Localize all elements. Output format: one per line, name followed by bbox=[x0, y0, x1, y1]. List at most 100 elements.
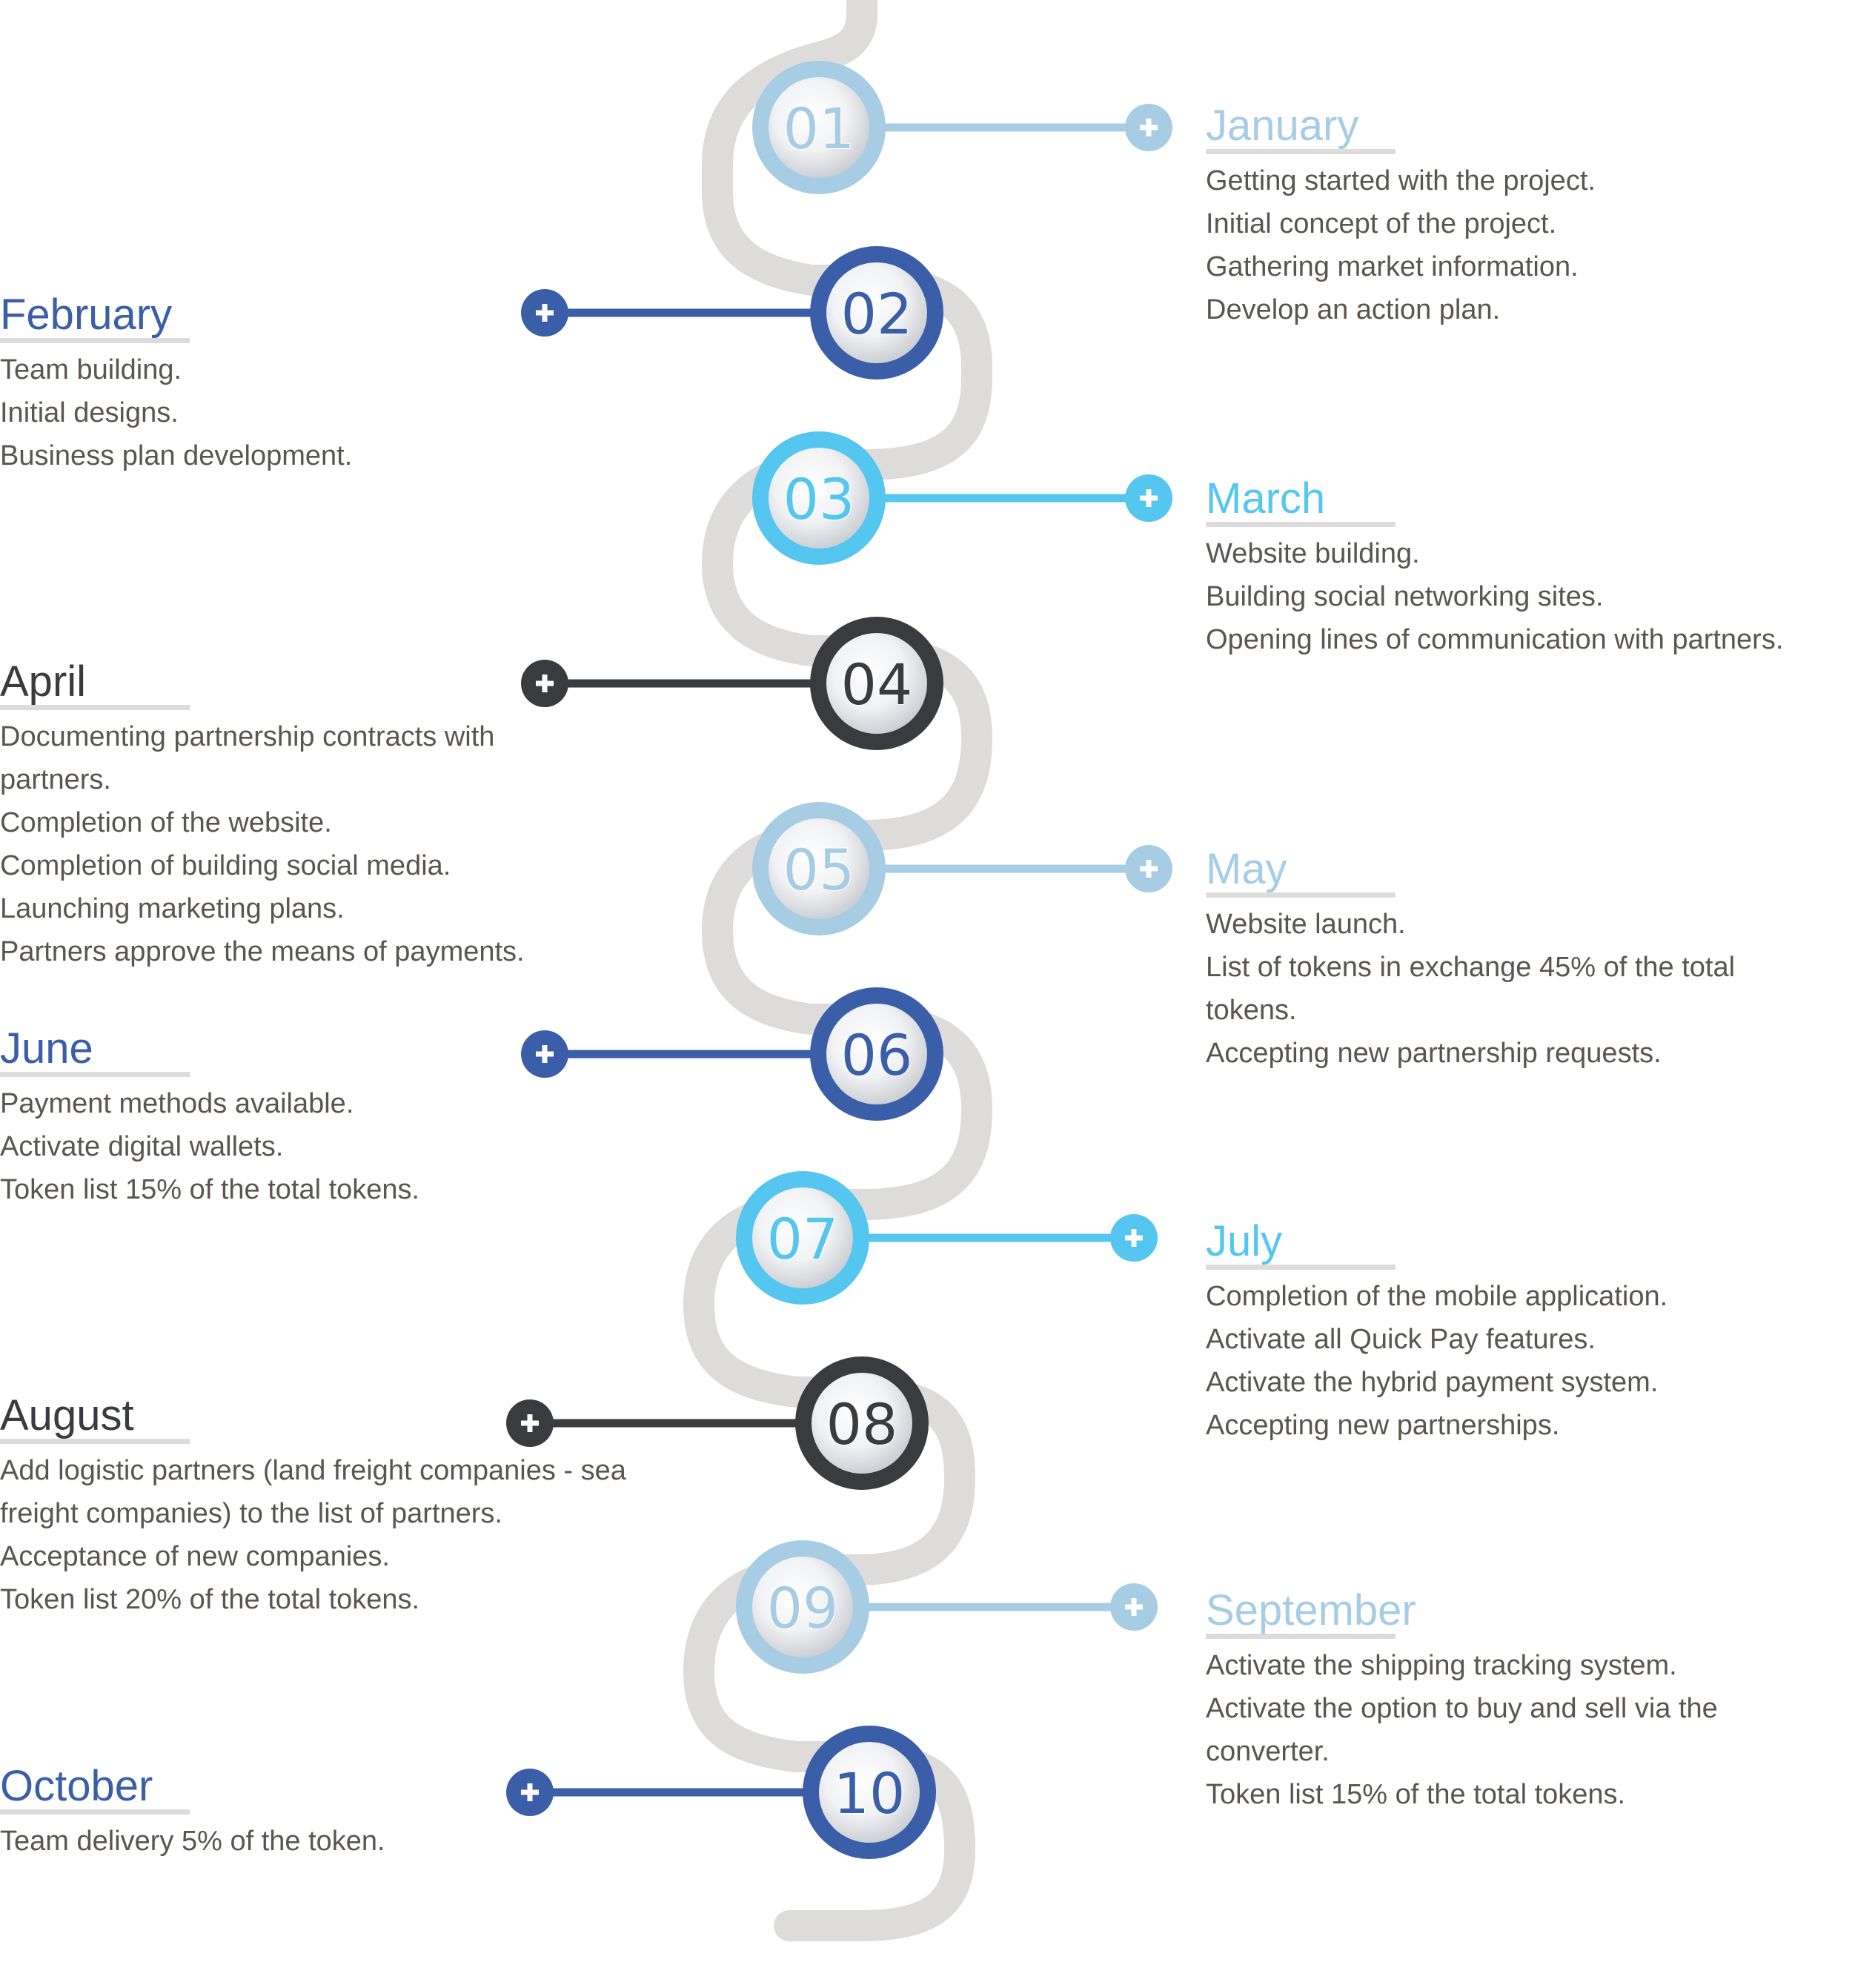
step-number-badge: 03 bbox=[752, 431, 886, 565]
month-title: June bbox=[0, 1024, 93, 1073]
plus-icon[interactable] bbox=[1110, 1583, 1158, 1631]
milestone-01: 01 bbox=[752, 61, 1172, 194]
winding-timeline-path bbox=[683, 0, 992, 1941]
milestone-description-list: Team delivery 5% of the token. bbox=[0, 1820, 563, 1863]
milestone-08: 08 bbox=[506, 1356, 929, 1490]
month-title: May bbox=[1206, 845, 1287, 893]
step-number-badge: 10 bbox=[803, 1726, 936, 1859]
milestone-description-list: Team building. Initial designs. Business p… bbox=[0, 348, 563, 477]
milestone-description-list: Completion of the mobile application. Act… bbox=[1206, 1275, 1828, 1447]
month-underline bbox=[0, 705, 190, 710]
step-number-badge: 01 bbox=[752, 61, 886, 194]
month-underline bbox=[1206, 892, 1396, 898]
milestone-05: 05 bbox=[752, 802, 1172, 935]
plus-icon[interactable] bbox=[1125, 845, 1172, 892]
description-line: Activate the option to buy and sell via … bbox=[1206, 1693, 1718, 1767]
description-line: Activate the shipping tracking system. bbox=[1206, 1650, 1677, 1681]
description-line: Activate the hybrid payment system. bbox=[1206, 1367, 1659, 1398]
month-underline bbox=[0, 1072, 190, 1077]
description-line: Accepting new partnership requests. bbox=[1206, 1038, 1662, 1069]
plus-icon[interactable] bbox=[1125, 474, 1172, 522]
description-line: Partners approve the means of payments. bbox=[0, 936, 525, 967]
step-number: 08 bbox=[826, 1391, 898, 1457]
description-line: Activate digital wallets. bbox=[0, 1131, 284, 1162]
month-underline bbox=[0, 338, 190, 343]
description-line: Token list 20% of the total tokens. bbox=[0, 1584, 420, 1615]
description-line: Token list 15% of the total tokens. bbox=[1206, 1779, 1626, 1810]
plus-icon[interactable] bbox=[521, 1030, 568, 1078]
step-number-badge: 04 bbox=[810, 617, 943, 750]
month-title: April bbox=[0, 657, 87, 706]
description-line: Launching marketing plans. bbox=[0, 893, 345, 924]
description-line: Develop an action plan. bbox=[1206, 294, 1501, 325]
step-number-badge: 09 bbox=[736, 1540, 869, 1674]
description-line: Building social networking sites. bbox=[1206, 581, 1604, 612]
month-title: March bbox=[1206, 474, 1326, 523]
plus-icon[interactable] bbox=[506, 1769, 554, 1816]
description-line: Gathering market information. bbox=[1206, 251, 1579, 282]
description-line: Team delivery 5% of the token. bbox=[0, 1826, 385, 1857]
description-line: Completion of building social media. bbox=[0, 850, 451, 881]
step-number: 04 bbox=[841, 652, 913, 718]
milestone-description-list: Activate the shipping tracking system. Ac… bbox=[1206, 1644, 1784, 1816]
month-title: October bbox=[0, 1762, 153, 1810]
description-line: Completion of the mobile application. bbox=[1206, 1281, 1668, 1312]
step-number-badge: 07 bbox=[736, 1171, 869, 1305]
description-line: Business plan development. bbox=[0, 440, 353, 471]
plus-icon[interactable] bbox=[521, 289, 568, 337]
step-number: 02 bbox=[841, 281, 913, 347]
step-number: 10 bbox=[834, 1760, 906, 1826]
description-line: Initial concept of the project. bbox=[1206, 208, 1557, 239]
step-number-badge: 06 bbox=[810, 987, 943, 1121]
description-line: Payment methods available. bbox=[0, 1088, 354, 1119]
milestone-04: 04 bbox=[521, 617, 943, 750]
month-underline bbox=[1206, 1634, 1396, 1639]
step-number-badge: 08 bbox=[795, 1356, 929, 1490]
milestone-10: 10 bbox=[506, 1726, 936, 1859]
step-number: 05 bbox=[783, 837, 855, 903]
step-number: 01 bbox=[783, 96, 855, 162]
description-line: Completion of the website. bbox=[0, 807, 332, 838]
description-line: Initial designs. bbox=[0, 397, 179, 428]
description-line: Token list 15% of the total tokens. bbox=[0, 1174, 420, 1205]
description-line: Add logistic partners (land freight comp… bbox=[0, 1455, 626, 1529]
month-title: January bbox=[1206, 102, 1359, 150]
milestone-07: 07 bbox=[736, 1171, 1158, 1305]
description-line: Accepting new partnerships. bbox=[1206, 1410, 1560, 1441]
description-line: Opening lines of communication with part… bbox=[1206, 624, 1784, 655]
milestone-description-list: Website building. Building social network… bbox=[1206, 532, 1843, 661]
description-line: Getting started with the project. bbox=[1206, 165, 1596, 196]
milestone-02: 02 bbox=[521, 246, 943, 380]
plus-icon[interactable] bbox=[1110, 1214, 1158, 1262]
description-line: Documenting partnership contracts with p… bbox=[0, 721, 495, 795]
description-line: Acceptance of new companies. bbox=[0, 1541, 390, 1572]
description-line: Team building. bbox=[0, 354, 182, 385]
step-number: 07 bbox=[767, 1206, 839, 1272]
description-line: Activate all Quick Pay features. bbox=[1206, 1324, 1596, 1355]
description-line: Website launch. bbox=[1206, 909, 1406, 940]
step-number: 06 bbox=[841, 1022, 913, 1088]
milestone-09: 09 bbox=[736, 1540, 1158, 1674]
plus-icon[interactable] bbox=[506, 1399, 554, 1447]
milestone-description-list: Add logistic partners (land freight comp… bbox=[0, 1449, 645, 1621]
description-line: Website building. bbox=[1206, 538, 1420, 569]
milestone-description-list: Payment methods available. Activate digit… bbox=[0, 1082, 563, 1211]
milestone-description-list: Documenting partnership contracts with p… bbox=[0, 715, 578, 973]
step-number-badge: 02 bbox=[810, 246, 943, 380]
plus-icon[interactable] bbox=[521, 660, 568, 707]
milestone-03: 03 bbox=[752, 431, 1172, 565]
month-underline bbox=[0, 1809, 190, 1815]
step-number: 03 bbox=[783, 466, 855, 532]
milestone-description-list: Getting started with the project. Initial… bbox=[1206, 159, 1828, 331]
month-title: February bbox=[0, 291, 173, 339]
milestone-description-list: Website launch. List of tokens in exchang… bbox=[1206, 903, 1799, 1075]
month-title: September bbox=[1206, 1586, 1416, 1634]
description-line: List of tokens in exchange 45% of the to… bbox=[1206, 952, 1736, 1026]
month-underline bbox=[1206, 522, 1396, 527]
month-underline bbox=[0, 1439, 190, 1444]
milestone-06: 06 bbox=[521, 987, 943, 1121]
plus-icon[interactable] bbox=[1125, 104, 1172, 151]
step-number: 09 bbox=[767, 1575, 839, 1641]
month-underline bbox=[1206, 149, 1396, 154]
